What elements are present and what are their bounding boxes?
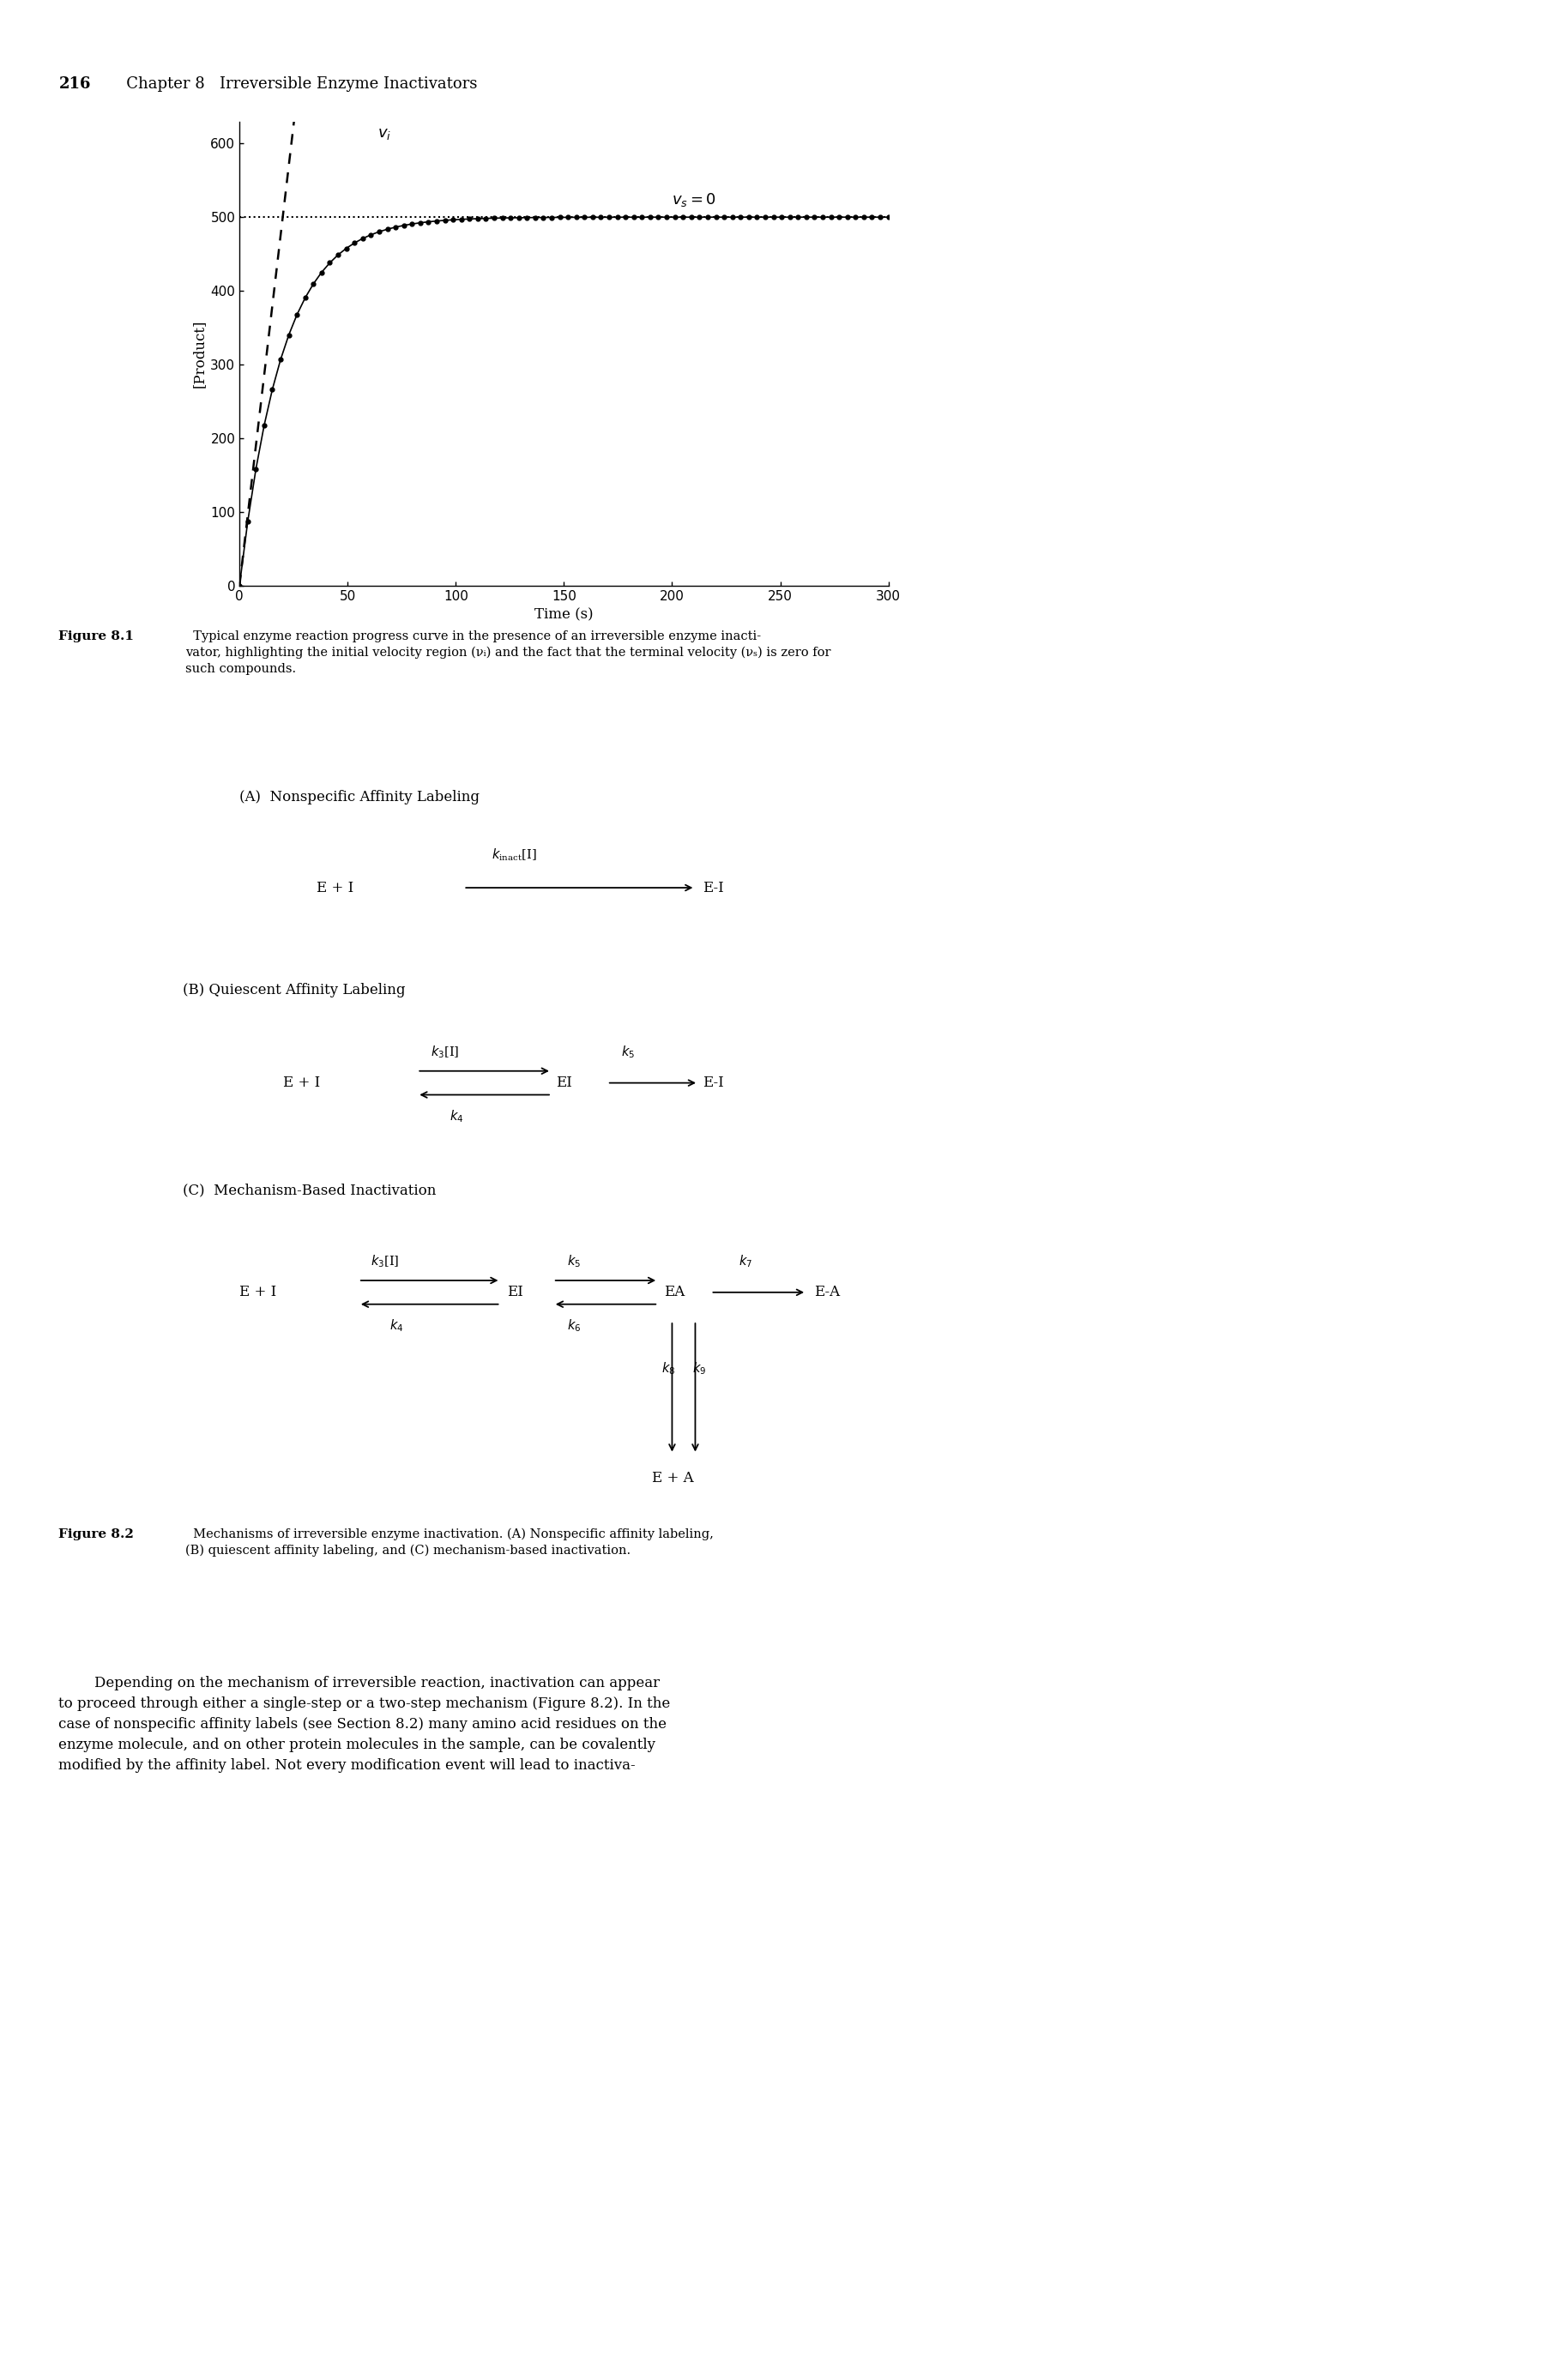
Text: E + I: E + I xyxy=(283,1076,320,1090)
Text: $k_4$: $k_4$ xyxy=(450,1109,464,1123)
Text: $k_5$: $k_5$ xyxy=(621,1045,635,1059)
Text: E + I: E + I xyxy=(317,881,354,895)
Text: (A)  Nonspecific Affinity Labeling: (A) Nonspecific Affinity Labeling xyxy=(239,790,479,804)
Text: $v_i$: $v_i$ xyxy=(377,126,391,143)
Text: E-I: E-I xyxy=(703,881,725,895)
Text: $k_3$[I]: $k_3$[I] xyxy=(371,1254,400,1269)
Text: Typical enzyme reaction progress curve in the presence of an irreversible enzyme: Typical enzyme reaction progress curve i… xyxy=(185,631,831,676)
Text: E + I: E + I xyxy=(239,1285,277,1299)
Text: $k_8$: $k_8$ xyxy=(661,1361,675,1376)
Y-axis label: [Product]: [Product] xyxy=(192,319,207,388)
Text: $k_3$[I]: $k_3$[I] xyxy=(431,1045,460,1059)
Text: Figure 8.1: Figure 8.1 xyxy=(59,631,134,643)
Text: $k_9$: $k_9$ xyxy=(692,1361,706,1376)
Text: E-A: E-A xyxy=(814,1285,840,1299)
Text: $k_6$: $k_6$ xyxy=(567,1319,581,1333)
Text: EI: EI xyxy=(507,1285,522,1299)
Text: EA: EA xyxy=(664,1285,684,1299)
Text: EI: EI xyxy=(556,1076,572,1090)
Text: Mechanisms of irreversible enzyme inactivation. (A) Nonspecific affinity labelin: Mechanisms of irreversible enzyme inacti… xyxy=(185,1528,714,1557)
X-axis label: Time (s): Time (s) xyxy=(535,607,593,621)
Text: E + A: E + A xyxy=(652,1471,694,1485)
Text: $k_{\mathregular{inact}}$[I]: $k_{\mathregular{inact}}$[I] xyxy=(491,847,536,862)
Text: $v_s = 0$: $v_s = 0$ xyxy=(672,190,717,207)
Text: 216: 216 xyxy=(59,76,91,90)
Text: $k_4$: $k_4$ xyxy=(389,1319,403,1333)
Text: Figure 8.2: Figure 8.2 xyxy=(59,1528,134,1540)
Text: (C)  Mechanism-Based Inactivation: (C) Mechanism-Based Inactivation xyxy=(182,1183,436,1197)
Text: (B) Quiescent Affinity Labeling: (B) Quiescent Affinity Labeling xyxy=(182,983,405,997)
Text: Chapter 8   Irreversible Enzyme Inactivators: Chapter 8 Irreversible Enzyme Inactivato… xyxy=(111,76,477,90)
Text: E-I: E-I xyxy=(703,1076,725,1090)
Text: Depending on the mechanism of irreversible reaction, inactivation can appear
to : Depending on the mechanism of irreversib… xyxy=(59,1676,671,1773)
Text: $k_5$: $k_5$ xyxy=(567,1254,581,1269)
Text: $k_7$: $k_7$ xyxy=(739,1254,752,1269)
